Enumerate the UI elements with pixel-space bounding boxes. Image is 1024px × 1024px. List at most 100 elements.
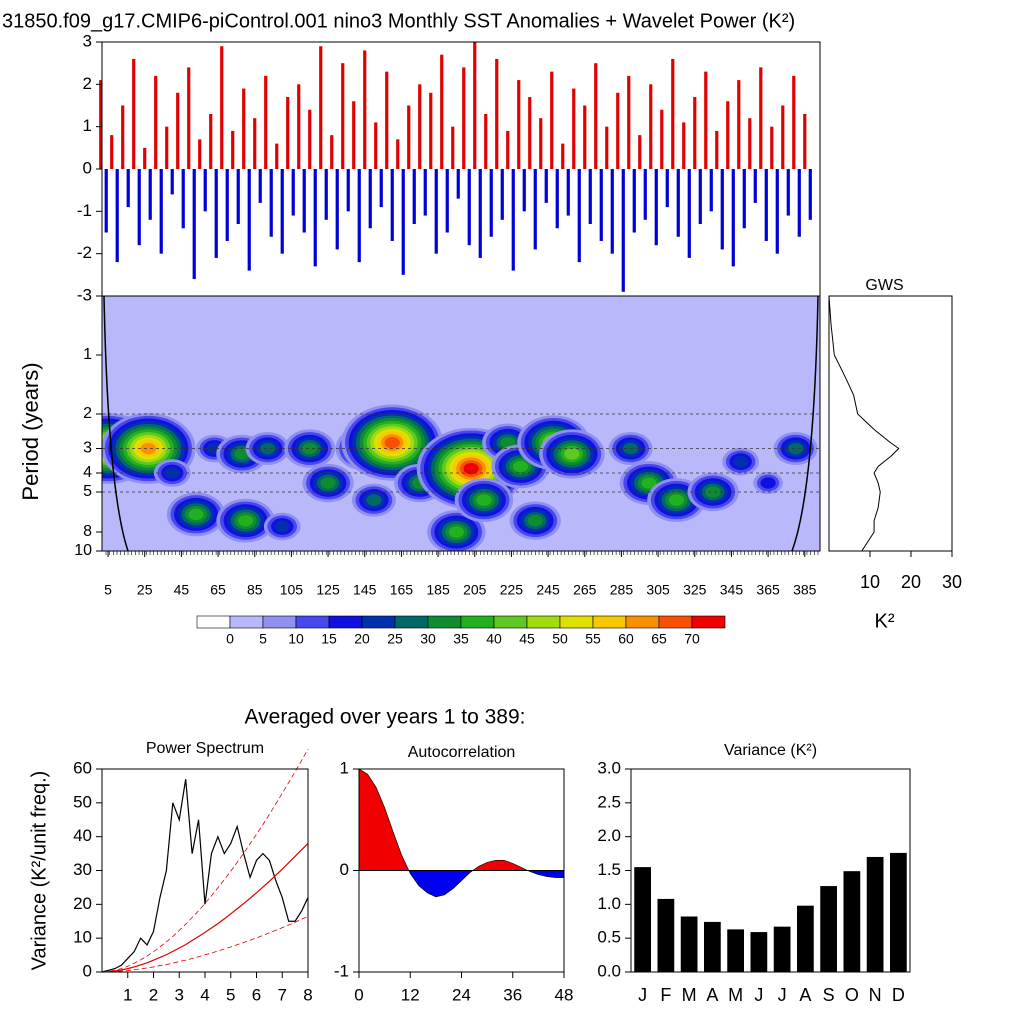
x-tick-label: N bbox=[869, 985, 882, 1005]
anomaly-bar bbox=[781, 105, 785, 169]
anomaly-bar bbox=[170, 169, 174, 195]
x-tick-label: 325 bbox=[683, 582, 707, 598]
x-tick-label: 5 bbox=[104, 582, 112, 598]
power-contour bbox=[384, 436, 400, 449]
anomaly-bar bbox=[385, 71, 389, 169]
anomaly-bar bbox=[676, 169, 680, 237]
colorbar-label: 25 bbox=[387, 631, 403, 647]
colorbar-label: 40 bbox=[486, 631, 502, 647]
anomaly-bar bbox=[286, 97, 290, 169]
anomaly-bar bbox=[605, 126, 609, 169]
anomaly-bar bbox=[132, 58, 136, 169]
colorbar-label: 30 bbox=[420, 631, 436, 647]
x-tick-label: 3 bbox=[175, 985, 184, 1004]
power-contour bbox=[366, 494, 382, 506]
bar bbox=[843, 871, 861, 972]
anomaly-bar bbox=[588, 169, 592, 225]
anomaly-bar bbox=[737, 80, 741, 169]
y-tick-label: 0.0 bbox=[597, 961, 621, 980]
anomaly-bar bbox=[610, 169, 614, 254]
anomaly-bar bbox=[429, 92, 433, 169]
anomaly-bar bbox=[121, 105, 125, 169]
y-tick-label: 1.0 bbox=[597, 894, 621, 913]
bar bbox=[773, 926, 791, 972]
anomaly-bar bbox=[643, 169, 647, 220]
y-tick-label: 0.5 bbox=[597, 928, 621, 947]
anomaly-bar bbox=[401, 169, 405, 275]
anomaly-bar bbox=[693, 97, 697, 169]
anomaly-bar bbox=[462, 67, 466, 169]
anomaly-bar bbox=[368, 169, 372, 229]
anomaly-bar bbox=[225, 169, 229, 241]
y-tick-label: 3.0 bbox=[597, 758, 621, 777]
x-tick-label: 4 bbox=[200, 985, 209, 1004]
anomaly-bar bbox=[583, 105, 587, 169]
anomaly-bar bbox=[412, 169, 416, 225]
anomaly-bar bbox=[748, 118, 752, 169]
x-tick-label: 25 bbox=[137, 582, 153, 598]
anomaly-bar bbox=[198, 139, 202, 169]
y-tick-label: 20 bbox=[73, 894, 92, 913]
x-tick-label: 305 bbox=[646, 582, 670, 598]
anomaly-bar bbox=[517, 80, 521, 169]
anomaly-bar bbox=[440, 54, 444, 170]
colorbar-label: 45 bbox=[519, 631, 535, 647]
y-tick-label: 0 bbox=[83, 961, 92, 980]
power-contour bbox=[641, 477, 657, 489]
colorbar-label: 15 bbox=[321, 631, 337, 647]
anomaly-bar bbox=[764, 169, 768, 241]
anomaly-bar bbox=[280, 169, 284, 254]
anomaly-bar bbox=[357, 169, 361, 263]
anomaly-bar bbox=[649, 84, 653, 169]
y-tick-label: 1 bbox=[83, 346, 92, 363]
anomaly-bar bbox=[599, 169, 603, 241]
y-tick-label: 2.5 bbox=[597, 792, 621, 811]
bar bbox=[866, 856, 884, 972]
anomaly-bar bbox=[374, 122, 378, 169]
colorbar-label: 70 bbox=[684, 631, 700, 647]
power-contour bbox=[140, 442, 156, 455]
x-tick-label: 24 bbox=[452, 985, 471, 1004]
y-tick-label: -1 bbox=[77, 201, 92, 220]
y-tick-label: 60 bbox=[73, 758, 92, 777]
x-tick-label: 205 bbox=[463, 582, 487, 598]
x-tick-label: 30 bbox=[942, 572, 962, 592]
x-tick-label: 6 bbox=[252, 985, 261, 1004]
anomaly-bar bbox=[522, 169, 526, 212]
anomaly-bar bbox=[682, 122, 686, 169]
anomaly-bar bbox=[407, 105, 411, 169]
anomaly-bar bbox=[665, 169, 669, 208]
anomaly-bar bbox=[379, 169, 383, 208]
y-tick-label: 2 bbox=[83, 405, 92, 422]
cone-of-influence bbox=[791, 295, 819, 552]
x-tick-label: 45 bbox=[174, 582, 190, 598]
x-tick-label: 36 bbox=[503, 985, 522, 1004]
x-tick-label: 7 bbox=[278, 985, 287, 1004]
power-contour bbox=[500, 436, 516, 449]
anomaly-bar bbox=[220, 46, 224, 169]
anomaly-bar bbox=[346, 169, 350, 212]
x-tick-label: 8 bbox=[303, 985, 312, 1004]
x-tick-label: 245 bbox=[536, 582, 560, 598]
anomaly-bar bbox=[104, 169, 108, 233]
x-tick-label: 285 bbox=[610, 582, 634, 598]
anomaly-bar bbox=[467, 169, 471, 246]
colorbar-box bbox=[427, 615, 462, 629]
anomaly-bar bbox=[660, 109, 664, 169]
power-contour bbox=[259, 442, 276, 455]
x-tick-label: O bbox=[845, 985, 859, 1005]
y-tick-label: 5 bbox=[83, 483, 92, 500]
bar bbox=[704, 921, 721, 972]
x-tick-label: 1 bbox=[123, 985, 132, 1004]
anomaly-bar bbox=[654, 169, 658, 246]
bar bbox=[657, 898, 675, 972]
anomaly-bar bbox=[264, 75, 268, 169]
y-tick-label: 0 bbox=[83, 158, 92, 177]
x-tick-label: 10 bbox=[860, 572, 880, 592]
y-tick-label: 40 bbox=[73, 826, 92, 845]
colorbar-box bbox=[394, 615, 429, 629]
series-line bbox=[102, 916, 309, 973]
colorbar-box bbox=[493, 615, 528, 629]
anomaly-bar bbox=[165, 126, 169, 169]
